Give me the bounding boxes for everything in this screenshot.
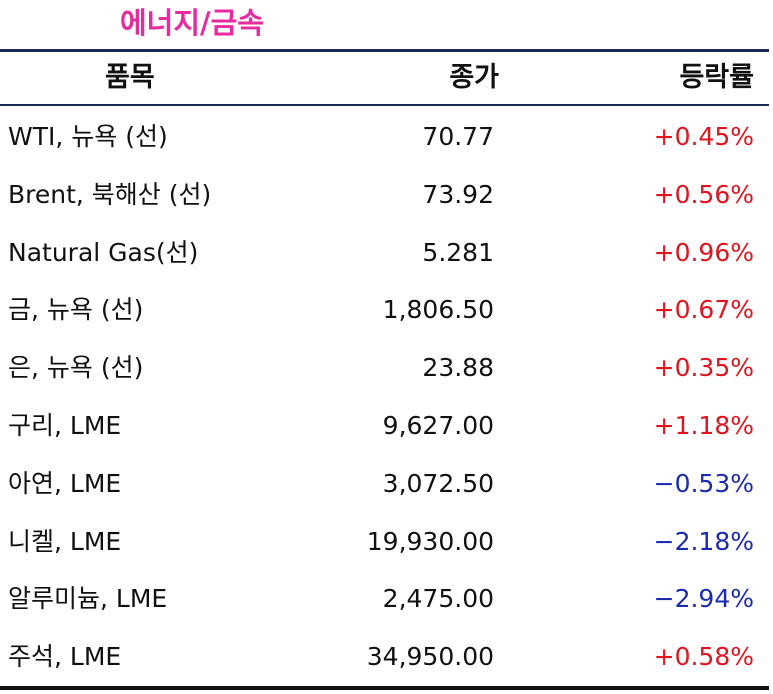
item-name: 구리, LME xyxy=(8,410,122,440)
table-body: WTI, 뉴욕 (선) 70.77 +0.45% Brent, 북해산 (선) … xyxy=(0,108,769,686)
header-item: 품목 xyxy=(105,62,155,93)
item-name: 은, 뉴욕 (선) xyxy=(8,353,144,383)
header-change: 등락률 xyxy=(679,62,754,93)
item-name: Natural Gas(선) xyxy=(8,237,199,267)
change-rate: +0.35% xyxy=(653,353,754,383)
close-price: 2,475.00 xyxy=(382,584,494,614)
table-row: 은, 뉴욕 (선) 23.88 +0.35% xyxy=(0,339,769,397)
item-name: Brent, 북해산 (선) xyxy=(8,179,212,209)
change-rate: +0.96% xyxy=(653,237,754,267)
change-rate: −2.18% xyxy=(653,526,754,556)
change-rate: +0.56% xyxy=(653,179,754,209)
change-rate: −0.53% xyxy=(653,468,754,498)
table-row: 니켈, LME 19,930.00 −2.18% xyxy=(0,513,769,571)
header-close: 종가 xyxy=(449,62,499,93)
close-price: 23.88 xyxy=(422,353,494,383)
close-price: 5.281 xyxy=(422,237,494,267)
table-row: Natural Gas(선) 5.281 +0.96% xyxy=(0,224,769,282)
change-rate: −2.94% xyxy=(653,584,754,614)
change-rate: +0.45% xyxy=(653,122,754,151)
table-row: 구리, LME 9,627.00 +1.18% xyxy=(0,397,769,455)
change-rate: +0.67% xyxy=(653,295,754,325)
change-rate: +0.58% xyxy=(653,642,754,672)
table-bottom-rule xyxy=(0,686,769,690)
close-price: 73.92 xyxy=(422,179,494,209)
item-name: 주석, LME xyxy=(8,642,122,672)
table-row: 알루미늄, LME 2,475.00 −2.94% xyxy=(0,570,769,628)
page-title: 에너지/금속 xyxy=(120,6,264,40)
item-name: WTI, 뉴욕 (선) xyxy=(8,122,168,151)
table-top-rule xyxy=(0,49,769,52)
item-name: 알루미늄, LME xyxy=(8,584,168,614)
close-price: 9,627.00 xyxy=(382,410,494,440)
table-header-rule xyxy=(0,104,769,106)
item-name: 금, 뉴욕 (선) xyxy=(8,295,144,325)
table-row: 주석, LME 34,950.00 +0.58% xyxy=(0,628,769,686)
table-row: 아연, LME 3,072.50 −0.53% xyxy=(0,455,769,513)
close-price: 1,806.50 xyxy=(382,295,494,325)
table-row: 금, 뉴욕 (선) 1,806.50 +0.67% xyxy=(0,281,769,339)
close-price: 3,072.50 xyxy=(382,468,494,498)
change-rate: +1.18% xyxy=(653,410,754,440)
table-row: Brent, 북해산 (선) 73.92 +0.56% xyxy=(0,166,769,224)
close-price: 19,930.00 xyxy=(366,526,494,556)
table-row: WTI, 뉴욕 (선) 70.77 +0.45% xyxy=(0,108,769,166)
close-price: 70.77 xyxy=(422,122,494,151)
table-header: 품목 종가 등락률 xyxy=(0,52,769,104)
item-name: 아연, LME xyxy=(8,468,122,498)
item-name: 니켈, LME xyxy=(8,526,122,556)
close-price: 34,950.00 xyxy=(366,642,494,672)
